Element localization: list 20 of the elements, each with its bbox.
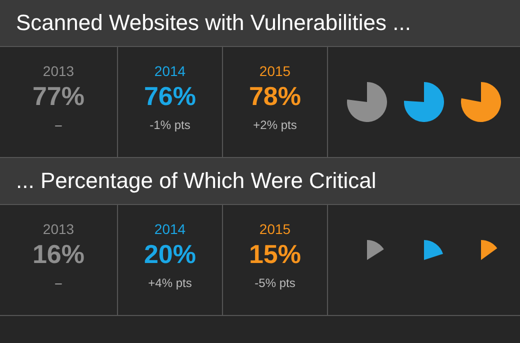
data-label: 16% xyxy=(31,239,86,270)
text: +2% pts xyxy=(252,118,298,132)
category-label: 2013 xyxy=(42,63,76,79)
text: – xyxy=(54,276,63,290)
text: +4% pts xyxy=(147,276,193,290)
text: -1% pts xyxy=(148,118,192,132)
data-label: 15% xyxy=(248,239,302,270)
category-label: 2015 xyxy=(258,63,292,79)
category-label: 2014 xyxy=(153,221,187,237)
text: ... Percentage of Which Were Critical xyxy=(0,158,520,205)
text: Scanned Websites with Vulnerabilities ... xyxy=(0,0,520,47)
data-label: 76% xyxy=(142,81,198,112)
data-label: 20% xyxy=(142,239,198,270)
data-label: 77% xyxy=(31,81,86,112)
category-label: 2015 xyxy=(258,221,292,237)
text: -5% pts xyxy=(254,276,296,290)
data-label: 78% xyxy=(248,81,302,112)
category-label: 2014 xyxy=(153,63,187,79)
category-label: 2013 xyxy=(42,221,76,237)
text: – xyxy=(54,118,63,132)
